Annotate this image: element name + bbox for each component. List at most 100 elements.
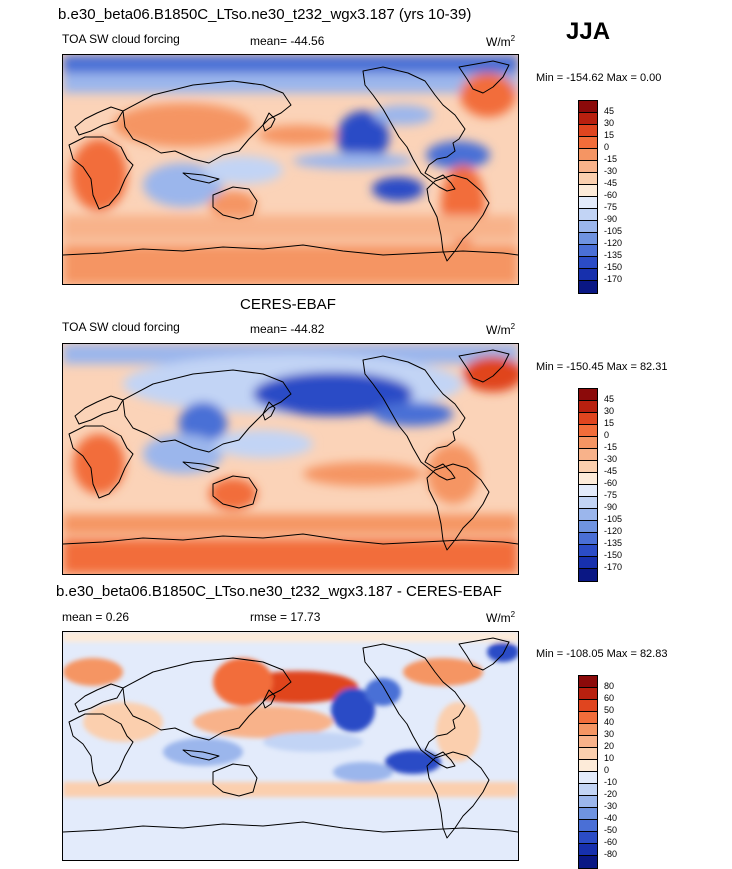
- colorbar-tick-label: -120: [604, 526, 623, 536]
- colorbar-tick-label: -75: [604, 202, 618, 212]
- panel1-minmax: Min = -154.62 Max = 0.00: [536, 72, 662, 84]
- colorbar-box: [579, 281, 597, 293]
- panel2-minmax: Min = -150.45 Max = 82.31: [536, 361, 668, 373]
- colorbar-box: [579, 497, 597, 509]
- colorbar-tick-label: -90: [604, 502, 618, 512]
- colorbar-box: [579, 485, 597, 497]
- colorbar-box: [579, 557, 597, 569]
- colorbar-box: [579, 173, 597, 185]
- panel2-map: [62, 343, 519, 575]
- colorbar-tick-label: -90: [604, 214, 618, 224]
- colorbar-tick-label: 15: [604, 130, 615, 140]
- colorbar-box: [579, 401, 597, 413]
- season-label: JJA: [566, 18, 611, 45]
- colorbar-tick-label: -30: [604, 166, 618, 176]
- colorbar-tick-label: 0: [604, 765, 610, 775]
- colorbar-box: [579, 473, 597, 485]
- colorbar-tick-label: 80: [604, 681, 615, 691]
- panel1-units: W/m2: [486, 34, 516, 49]
- panel3-rmse-label: rmse = 17.73: [250, 610, 321, 624]
- colorbar-box: [579, 784, 597, 796]
- colorbar-tick-label: -75: [604, 490, 618, 500]
- colorbar-box: [579, 844, 597, 856]
- colorbar-box: [579, 269, 597, 281]
- panel2-colorbar: [578, 388, 598, 582]
- panel3-title: b.e30_beta06.B1850C_LTso.ne30_t232_wgx3.…: [56, 583, 502, 600]
- colorbar-box: [579, 569, 597, 581]
- panel3-mean-label: mean = 0.26: [62, 610, 130, 624]
- colorbar-box: [579, 257, 597, 269]
- colorbar-tick-label: 10: [604, 753, 615, 763]
- colorbar-box: [579, 125, 597, 137]
- colorbar-box: [579, 712, 597, 724]
- colorbar-box: [579, 533, 597, 545]
- colorbar-tick-label: -15: [604, 154, 618, 164]
- panel1-variable-label: TOA SW cloud forcing: [62, 32, 180, 46]
- panel3-units: W/m2: [486, 610, 516, 625]
- panel1-colorbar: [578, 100, 598, 294]
- colorbar-box: [579, 149, 597, 161]
- colorbar-box: [579, 772, 597, 784]
- colorbar-box: [579, 113, 597, 125]
- colorbar-box: [579, 808, 597, 820]
- colorbar-tick-label: -120: [604, 238, 623, 248]
- panel3-colorbar: [578, 675, 598, 869]
- colorbar-tick-label: 30: [604, 118, 615, 128]
- colorbar-box: [579, 101, 597, 113]
- colorbar-box: [579, 413, 597, 425]
- panel3-map: [62, 631, 519, 861]
- colorbar-tick-label: -20: [604, 789, 618, 799]
- colorbar-box: [579, 736, 597, 748]
- colorbar-box: [579, 425, 597, 437]
- colorbar-tick-label: 50: [604, 705, 615, 715]
- panel1-mean-label: mean= -44.56: [250, 34, 325, 48]
- colorbar-tick-label: 20: [604, 741, 615, 751]
- colorbar-box: [579, 545, 597, 557]
- colorbar-tick-label: 30: [604, 729, 615, 739]
- colorbar-box: [579, 796, 597, 808]
- colorbar-tick-label: -50: [604, 825, 618, 835]
- colorbar-box: [579, 137, 597, 149]
- colorbar-tick-label: -40: [604, 813, 618, 823]
- colorbar-box: [579, 437, 597, 449]
- colorbar-box: [579, 461, 597, 473]
- colorbar-tick-label: -105: [604, 226, 623, 236]
- colorbar-tick-label: -170: [604, 274, 623, 284]
- colorbar-tick-label: -170: [604, 562, 623, 572]
- colorbar-box: [579, 724, 597, 736]
- colorbar-box: [579, 197, 597, 209]
- colorbar-tick-label: -10: [604, 777, 618, 787]
- colorbar-box: [579, 521, 597, 533]
- colorbar-box: [579, 245, 597, 257]
- colorbar-box: [579, 760, 597, 772]
- colorbar-box: [579, 509, 597, 521]
- colorbar-tick-label: -60: [604, 190, 618, 200]
- colorbar-box: [579, 832, 597, 844]
- colorbar-tick-label: -150: [604, 262, 623, 272]
- panel2-units: W/m2: [486, 322, 516, 337]
- panel1-map: [62, 54, 519, 285]
- colorbar-tick-label: 60: [604, 693, 615, 703]
- colorbar-box: [579, 856, 597, 868]
- colorbar-tick-label: -60: [604, 478, 618, 488]
- colorbar-tick-label: -45: [604, 178, 618, 188]
- colorbar-tick-label: 0: [604, 142, 610, 152]
- colorbar-tick-label: -150: [604, 550, 623, 560]
- colorbar-box: [579, 185, 597, 197]
- panel2-variable-label: TOA SW cloud forcing: [62, 320, 180, 334]
- colorbar-box: [579, 161, 597, 173]
- colorbar-box: [579, 209, 597, 221]
- colorbar-box: [579, 820, 597, 832]
- colorbar-tick-label: -30: [604, 454, 618, 464]
- colorbar-tick-label: -45: [604, 466, 618, 476]
- panel2-mean-label: mean= -44.82: [250, 322, 325, 336]
- colorbar-tick-label: -15: [604, 442, 618, 452]
- colorbar-tick-label: 0: [604, 430, 610, 440]
- colorbar-tick-label: -135: [604, 250, 623, 260]
- colorbar-tick-label: -60: [604, 837, 618, 847]
- colorbar-tick-label: 45: [604, 106, 615, 116]
- colorbar-box: [579, 449, 597, 461]
- colorbar-tick-label: -105: [604, 514, 623, 524]
- colorbar-box: [579, 676, 597, 688]
- panel3-minmax: Min = -108.05 Max = 82.83: [536, 648, 668, 660]
